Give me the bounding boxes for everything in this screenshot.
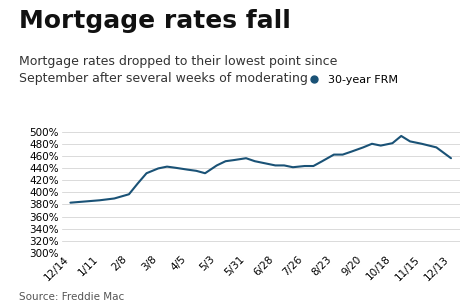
Text: Mortgage rates fall: Mortgage rates fall	[19, 9, 291, 33]
Text: Mortgage rates dropped to their lowest point since
September after several weeks: Mortgage rates dropped to their lowest p…	[19, 55, 337, 85]
Legend: 30-year FRM: 30-year FRM	[298, 71, 402, 90]
Text: Source: Freddie Mac: Source: Freddie Mac	[19, 292, 124, 302]
